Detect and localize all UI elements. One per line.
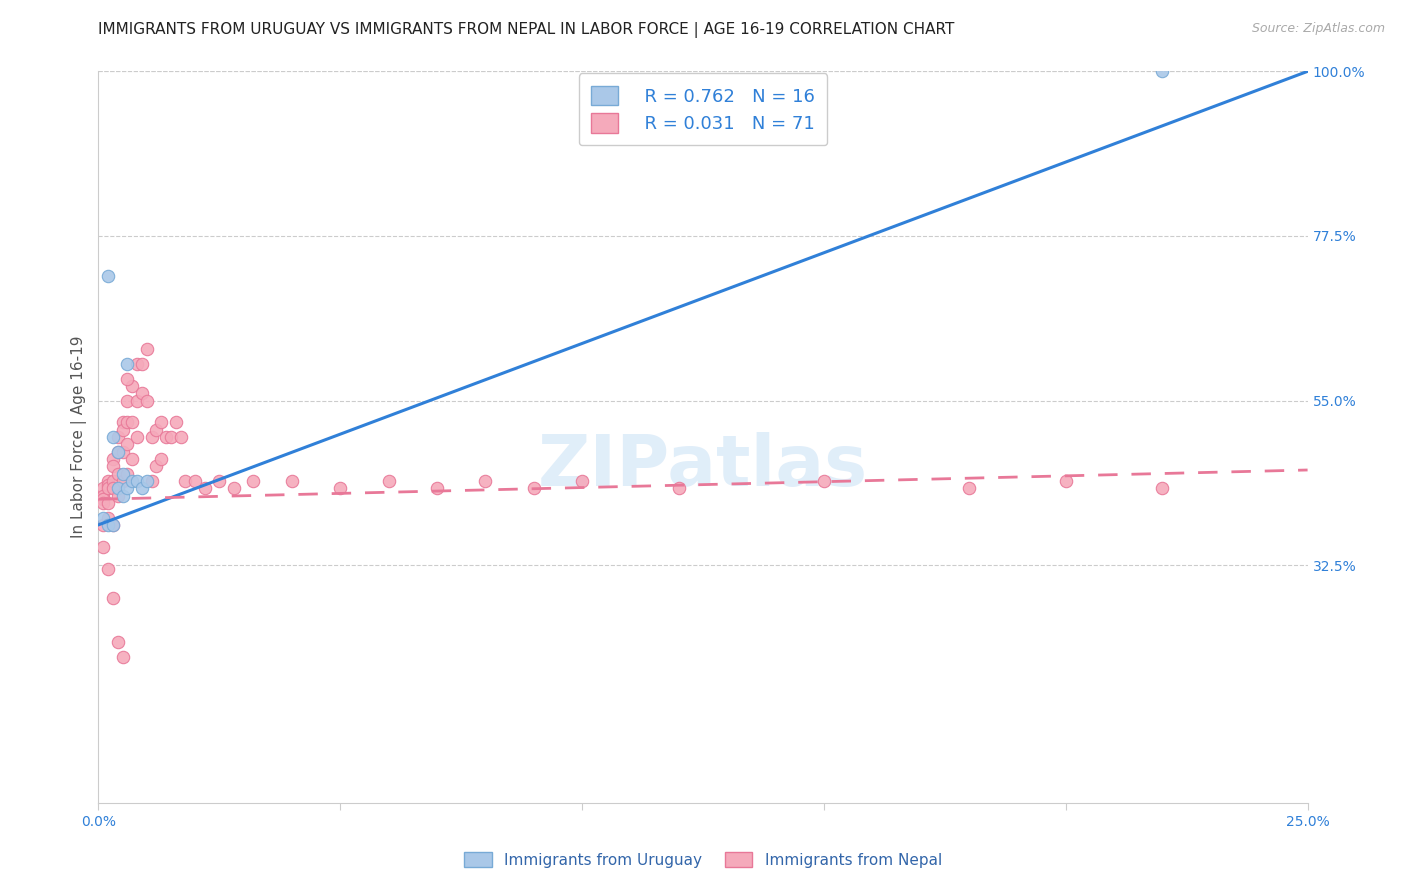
Point [117, 393, 139, 408]
Point [242, 474, 264, 488]
Y-axis label: In Labor Force | Age 16-19: In Labor Force | Age 16-19 [72, 335, 87, 539]
Point [117, 437, 139, 451]
Point [377, 474, 399, 488]
Point [121, 416, 143, 430]
Point [668, 481, 690, 495]
Point [281, 474, 304, 488]
Point [117, 371, 139, 385]
Point [121, 474, 143, 488]
Point [194, 481, 217, 495]
Point [131, 357, 153, 371]
Point [111, 444, 134, 458]
Point [101, 517, 124, 532]
Legend: Immigrants from Uruguay, Immigrants from Nepal: Immigrants from Uruguay, Immigrants from… [457, 844, 949, 875]
Point [117, 416, 139, 430]
Point [131, 481, 153, 495]
Point [523, 481, 546, 495]
Point [111, 467, 134, 481]
Point [101, 591, 124, 605]
Point [957, 481, 980, 495]
Point [117, 357, 139, 371]
Point [97, 562, 120, 576]
Point [141, 474, 163, 488]
Point [101, 474, 124, 488]
Point [91, 496, 114, 510]
Point [107, 481, 129, 495]
Point [329, 481, 352, 495]
Point [101, 459, 124, 474]
Point [91, 510, 114, 524]
Point [150, 416, 173, 430]
Point [150, 452, 173, 467]
Point [127, 430, 149, 444]
Point [91, 492, 114, 507]
Legend:   R = 0.762   N = 16,   R = 0.031   N = 71: R = 0.762 N = 16, R = 0.031 N = 71 [579, 73, 827, 145]
Point [135, 474, 157, 488]
Point [101, 452, 124, 467]
Point [97, 481, 120, 495]
Point [107, 489, 129, 503]
Point [135, 343, 157, 357]
Point [222, 481, 245, 495]
Point [91, 489, 114, 503]
Point [101, 517, 124, 532]
Point [91, 517, 114, 532]
Point [813, 474, 835, 488]
Point [184, 474, 207, 488]
Point [121, 452, 143, 467]
Point [107, 635, 129, 649]
Point [91, 540, 114, 554]
Point [97, 477, 120, 491]
Point [127, 357, 149, 371]
Point [117, 467, 139, 481]
Point [101, 481, 124, 495]
Point [97, 496, 120, 510]
Point [117, 481, 139, 495]
Point [135, 393, 157, 408]
Point [107, 444, 129, 458]
Point [97, 269, 120, 284]
Point [107, 430, 129, 444]
Point [111, 474, 134, 488]
Point [97, 510, 120, 524]
Text: Source: ZipAtlas.com: Source: ZipAtlas.com [1251, 22, 1385, 36]
Point [426, 481, 449, 495]
Point [160, 430, 183, 444]
Point [97, 517, 120, 532]
Point [1152, 481, 1174, 495]
Point [91, 481, 114, 495]
Point [107, 444, 129, 458]
Point [101, 430, 124, 444]
Point [145, 459, 167, 474]
Point [141, 430, 163, 444]
Point [127, 474, 149, 488]
Point [571, 474, 593, 488]
Point [111, 416, 134, 430]
Point [97, 474, 120, 488]
Point [1054, 474, 1077, 488]
Point [208, 474, 231, 488]
Point [131, 386, 153, 401]
Point [145, 423, 167, 437]
Point [474, 474, 496, 488]
Point [111, 423, 134, 437]
Point [169, 430, 191, 444]
Point [174, 474, 197, 488]
Point [155, 430, 177, 444]
Point [1152, 64, 1174, 78]
Text: IMMIGRANTS FROM URUGUAY VS IMMIGRANTS FROM NEPAL IN LABOR FORCE | AGE 16-19 CORR: IMMIGRANTS FROM URUGUAY VS IMMIGRANTS FR… [98, 22, 955, 38]
Text: ZIPatlas: ZIPatlas [538, 432, 868, 500]
Point [111, 649, 134, 664]
Point [127, 393, 149, 408]
Point [121, 379, 143, 393]
Point [111, 489, 134, 503]
Point [165, 416, 187, 430]
Point [107, 467, 129, 481]
